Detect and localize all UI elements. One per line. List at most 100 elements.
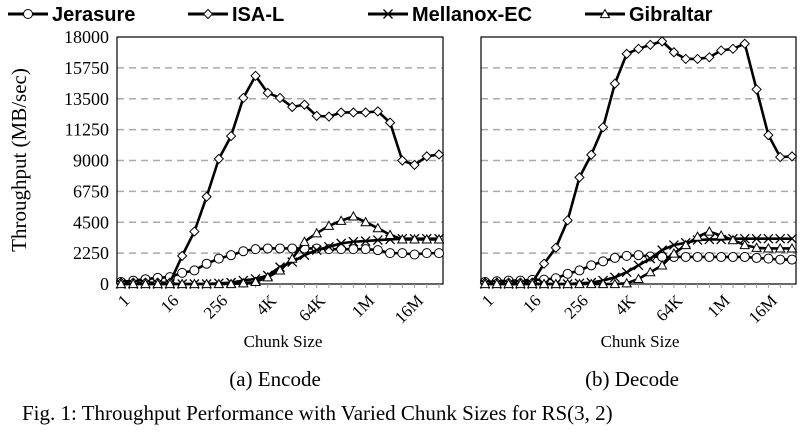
data-point-triangle	[609, 278, 621, 289]
y-tick-label: 18000	[64, 27, 109, 47]
data-point-x	[360, 236, 371, 247]
data-point-diamond	[668, 47, 680, 58]
data-point-triangle	[668, 248, 680, 258]
data-point-triangle	[213, 278, 225, 289]
data-point-x	[775, 233, 786, 244]
data-point-triangle	[786, 242, 798, 253]
data-point-diamond	[189, 226, 200, 237]
x-tick-label: 256	[560, 291, 591, 322]
data-point-diamond	[433, 149, 445, 160]
chart-decode: 1 16 256 4K 64K 1M 16M Chunk Size (b) Decode	[478, 36, 798, 391]
data-point-circle	[586, 260, 597, 271]
data-point-diamond	[421, 151, 432, 162]
data-point-triangle	[597, 278, 609, 289]
y-tick-label: 0	[100, 274, 109, 294]
x-tick-label: 16M	[745, 291, 781, 327]
data-point-triangle	[409, 233, 420, 244]
data-point-triangle	[550, 278, 562, 289]
data-point-diamond	[621, 48, 632, 60]
data-point-triangle	[372, 222, 384, 233]
data-point-diamond	[360, 107, 371, 118]
legend-item-gibraltar: Gibraltar	[585, 4, 713, 26]
x-tick-label: 1	[478, 291, 497, 310]
x-tick-label: 64K	[652, 291, 687, 326]
data-point-diamond	[250, 70, 261, 82]
data-point-diamond	[751, 84, 762, 95]
data-point-diamond	[176, 250, 188, 262]
data-point-diamond	[213, 153, 225, 165]
legend-item-jerasure: Jerasure	[8, 4, 135, 26]
data-point-circle	[201, 258, 212, 269]
data-point-circle	[226, 250, 237, 261]
data-point-diamond	[763, 129, 774, 141]
data-point-circle	[727, 251, 738, 262]
data-point-triangle	[262, 271, 274, 282]
data-point-triangle	[115, 278, 127, 289]
data-point-diamond	[384, 117, 396, 128]
data-point-diamond	[274, 92, 286, 104]
data-point-circle	[348, 244, 359, 255]
x-tick-label: 4K	[611, 291, 640, 320]
data-point-circle	[385, 248, 396, 259]
data-point-x	[645, 253, 656, 264]
y-tick-label: 9000	[73, 151, 109, 171]
data-point-triangle	[201, 278, 212, 289]
data-point-diamond	[786, 151, 798, 162]
data-point-triangle	[225, 278, 237, 289]
data-point-triangle	[286, 253, 298, 263]
data-point-circle	[680, 251, 691, 262]
data-point-circle	[177, 267, 188, 278]
data-point-triangle	[526, 278, 538, 289]
data-point-x	[299, 250, 310, 261]
data-point-triangle	[680, 239, 692, 250]
data-point-circle	[213, 253, 224, 264]
legend: Jerasure ISA-L Mellanox-EC Gibraltar	[8, 4, 713, 26]
x-tick-label: 256	[200, 291, 231, 322]
x-tick-label: 1	[114, 291, 133, 310]
legend-marker-circle-icon	[23, 9, 33, 19]
data-point-circle	[716, 251, 727, 262]
data-point-triangle	[562, 278, 574, 289]
x-tick-label: 16	[519, 291, 544, 316]
data-point-triangle	[250, 276, 261, 287]
x-tick-label: 1M	[703, 291, 733, 321]
data-point-circle	[633, 250, 644, 261]
data-point-diamond	[323, 111, 335, 122]
data-point-diamond	[656, 36, 668, 47]
data-point-diamond	[562, 215, 573, 226]
data-point-circle	[574, 265, 585, 276]
legend-item-mellanox-ec: Mellanox-EC	[368, 4, 532, 26]
data-point-diamond	[727, 43, 739, 55]
data-point-x	[609, 272, 620, 283]
data-point-triangle	[323, 220, 335, 230]
data-point-circle	[434, 248, 444, 259]
data-point-triangle	[656, 259, 668, 270]
data-point-triangle	[739, 239, 751, 250]
data-point-triangle	[491, 278, 503, 289]
data-point-triangle	[360, 216, 371, 227]
data-point-diamond	[774, 151, 786, 163]
data-point-triangle	[515, 278, 526, 289]
data-point-triangle	[421, 233, 433, 244]
legend-label: ISA-L	[232, 4, 284, 26]
y-tick-label: 11250	[65, 120, 109, 140]
data-point-circle	[360, 244, 371, 255]
y-tick-label: 15750	[64, 58, 109, 78]
chart-encode: 0 2250 4500 6750 9000 11250 13500 15750 18000 1 16…	[64, 27, 445, 391]
data-point-triangle	[633, 273, 644, 284]
data-point-triangle	[574, 278, 585, 289]
data-point-x	[751, 233, 762, 244]
data-point-circle	[609, 252, 620, 263]
data-point-circle	[763, 253, 774, 264]
x-axis-title: Chunk Size	[244, 332, 323, 351]
data-point-diamond	[372, 106, 384, 117]
data-point-circle	[238, 246, 249, 257]
data-point-diamond	[538, 258, 550, 269]
data-point-triangle	[176, 278, 188, 289]
data-point-x	[787, 233, 797, 244]
data-point-triangle	[538, 278, 550, 289]
data-point-triangle	[237, 277, 249, 288]
data-point-triangle	[763, 242, 774, 253]
data-point-circle	[372, 245, 383, 256]
data-point-x	[311, 245, 322, 256]
